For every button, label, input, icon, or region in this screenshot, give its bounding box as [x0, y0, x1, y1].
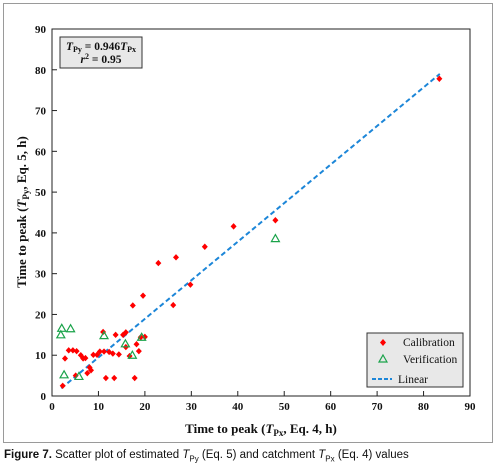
- y-tick-label: 40: [35, 228, 47, 240]
- verification-point: [136, 332, 147, 341]
- calibration-point: [72, 372, 79, 379]
- verification-point: [270, 233, 281, 243]
- verification-point: [120, 338, 131, 348]
- x-tick-label: 0: [49, 401, 55, 413]
- x-tick-label: 90: [465, 401, 477, 413]
- calibration-point: [140, 292, 147, 299]
- x-tick-label: 20: [139, 401, 151, 413]
- r2-text: r2 = 0.95: [81, 52, 122, 66]
- y-tick-label: 0: [41, 391, 47, 403]
- calibration-point: [187, 281, 194, 288]
- y-tick-label: 90: [35, 24, 47, 36]
- x-tick-label: 40: [232, 401, 244, 413]
- y-tick-label: 30: [35, 269, 47, 281]
- y-tick-label: 20: [35, 309, 47, 321]
- calibration-point: [135, 347, 142, 355]
- legend-label-calibration: Calibration: [403, 337, 455, 349]
- verification-point: [65, 323, 76, 333]
- y-axis-title: Time to peak (TPy, Eq. 5, h): [14, 136, 31, 288]
- y-tick-label: 50: [35, 187, 47, 199]
- verification-point: [98, 330, 110, 340]
- equation-box: TPy = 0.946TPx r2 = 0.95: [59, 36, 143, 69]
- data-points: [55, 75, 443, 390]
- x-axis-title: Time to peak (TPx, Eq. 4, h): [185, 421, 337, 438]
- calibration-point: [62, 355, 69, 362]
- verification-point: [55, 329, 66, 339]
- scatter-chart: 0 10 20 30 40 50 60 70 80 90 0 10 20 30 40 50 60 70 80 90 T…: [14, 24, 476, 438]
- figure-caption: Figure 7. Scatter plot of estimated TPy …: [4, 449, 409, 464]
- calibration-point: [133, 341, 140, 348]
- legend-label-linear: Linear: [398, 374, 428, 386]
- verification-point: [56, 323, 67, 332]
- calibration-point: [112, 331, 119, 339]
- calibration-point: [59, 382, 66, 390]
- calibration-point: [230, 223, 237, 230]
- calibration-point: [436, 75, 443, 82]
- x-tick-label: 60: [325, 401, 337, 413]
- calibration-point: [272, 217, 279, 224]
- calibration-point: [102, 374, 109, 382]
- x-tick-label: 50: [279, 401, 291, 413]
- verification-point: [73, 371, 84, 381]
- calibration-point: [84, 369, 91, 377]
- calibration-point: [129, 302, 136, 309]
- verification-point: [59, 369, 70, 379]
- verification-point: [127, 350, 138, 359]
- calibration-point: [101, 348, 108, 355]
- equation-text: TPy = 0.946TPx: [66, 41, 136, 54]
- legend-triangle-marker: [377, 353, 389, 363]
- calibration-point: [65, 347, 72, 354]
- calibration-point: [155, 259, 162, 267]
- calibration-point: [88, 367, 95, 374]
- calibration-point: [115, 351, 122, 358]
- y-tick-label: 10: [35, 350, 47, 362]
- calibration-point: [170, 301, 177, 309]
- calibration-point: [109, 350, 116, 357]
- calibration-point: [173, 254, 180, 261]
- x-tick-label: 30: [186, 401, 198, 413]
- calibration-point: [96, 348, 103, 355]
- legend-item-calibration: Calibration: [380, 337, 455, 349]
- calibration-point: [82, 354, 89, 362]
- legend: Calibration Verification Linear: [366, 332, 464, 388]
- calibration-point: [111, 374, 118, 382]
- legend-label-verification: Verification: [403, 354, 458, 366]
- calibration-point: [131, 374, 138, 382]
- legend-item-verification: Verification: [377, 353, 458, 366]
- x-tick-label: 70: [372, 401, 384, 413]
- y-tick-label: 60: [35, 146, 47, 158]
- y-tick-label: 70: [35, 106, 47, 118]
- x-tick-label: 10: [93, 401, 105, 413]
- calibration-point: [122, 329, 129, 336]
- calibration-point: [137, 334, 144, 341]
- calibration-point: [90, 351, 97, 359]
- x-tick-label: 80: [418, 401, 430, 413]
- calibration-point: [201, 243, 208, 250]
- axis-ticks: 0 10 20 30 40 50 60 70 80 90 0 10 20 30 40 50 60 70 80 90: [35, 24, 476, 413]
- legend-item-linear: Linear: [372, 374, 428, 386]
- y-tick-label: 80: [35, 65, 47, 77]
- legend-diamond-marker: [380, 339, 386, 346]
- calibration-point: [73, 347, 80, 355]
